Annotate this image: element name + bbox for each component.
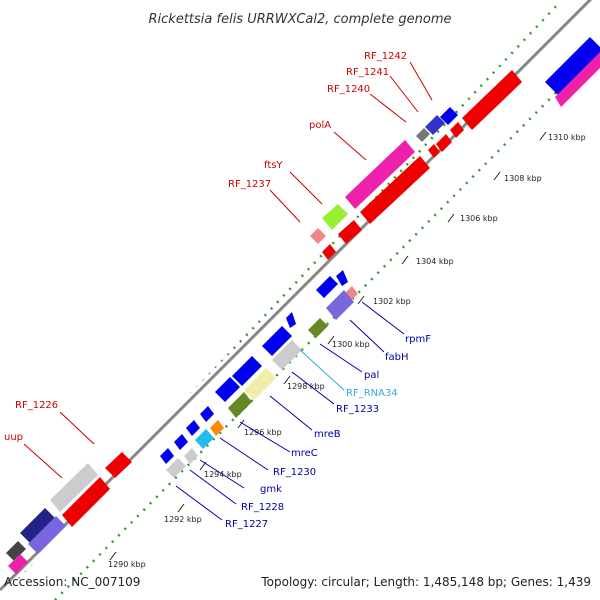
gene-label-ftsY[interactable]: ftsY bbox=[264, 160, 283, 171]
gene-label-rf1227[interactable]: RF_1227 bbox=[225, 519, 268, 530]
accession-text: Accession: NC_007109 bbox=[4, 575, 140, 589]
gene-block[interactable] bbox=[310, 228, 326, 244]
gene-block[interactable] bbox=[336, 270, 348, 286]
gene-block[interactable] bbox=[450, 122, 464, 138]
tick-label-1304: 1304 kbp bbox=[416, 257, 454, 266]
gene-block[interactable] bbox=[272, 340, 302, 370]
gene-block[interactable] bbox=[184, 448, 198, 464]
gene-block[interactable] bbox=[50, 463, 98, 512]
tick-label-1310: 1310 kbp bbox=[548, 133, 586, 142]
gene-block[interactable] bbox=[545, 37, 600, 98]
gene-block[interactable] bbox=[326, 290, 354, 320]
gene-block[interactable] bbox=[338, 220, 362, 244]
gene-block[interactable] bbox=[174, 434, 188, 450]
gene-label-rf1240[interactable]: RF_1240 bbox=[327, 84, 370, 95]
gene-label-rf1230[interactable]: RF_1230 bbox=[273, 467, 316, 478]
gene-block[interactable] bbox=[28, 516, 66, 554]
gene-label-mreB[interactable]: mreB bbox=[314, 429, 341, 440]
tick-label-1298: 1298 kbp bbox=[287, 382, 325, 391]
tick-label-1300: 1300 kbp bbox=[332, 340, 370, 349]
tick-label-1306: 1306 kbp bbox=[460, 214, 498, 223]
gene-label-gmk[interactable]: gmk bbox=[260, 484, 282, 495]
gene-label-rf1226[interactable]: RF_1226 bbox=[15, 400, 58, 411]
gene-block[interactable] bbox=[166, 458, 186, 478]
gene-block[interactable] bbox=[428, 144, 440, 158]
gene-label-rf1237[interactable]: RF_1237 bbox=[228, 179, 271, 190]
gene-block[interactable] bbox=[215, 377, 240, 402]
reverse-strand-genes bbox=[8, 70, 522, 574]
gene-block[interactable] bbox=[345, 140, 415, 209]
gene-block[interactable] bbox=[228, 392, 252, 418]
gene-block[interactable] bbox=[200, 406, 214, 422]
topology-text: Topology: circular; Length: 1,485,148 bp… bbox=[260, 575, 591, 589]
gene-label-uup[interactable]: uup bbox=[4, 432, 23, 443]
inner-dotted-guide bbox=[54, 47, 600, 600]
leader-lines-blue bbox=[175, 301, 405, 521]
gene-block[interactable] bbox=[210, 420, 224, 436]
map-title: Rickettsia felis URRWXCal2, complete gen… bbox=[149, 12, 452, 27]
gene-label-rf1242[interactable]: RF_1242 bbox=[364, 51, 407, 62]
gene-block[interactable] bbox=[195, 429, 214, 449]
gene-block[interactable] bbox=[440, 107, 458, 125]
gene-block[interactable] bbox=[62, 477, 110, 527]
gene-block[interactable] bbox=[244, 368, 276, 400]
tick-label-1308: 1308 kbp bbox=[504, 174, 542, 183]
gene-label-rf1241[interactable]: RF_1241 bbox=[346, 67, 389, 78]
gene-block[interactable] bbox=[286, 312, 296, 328]
tick-label-1290: 1290 kbp bbox=[108, 560, 146, 569]
gene-block[interactable] bbox=[316, 276, 338, 298]
gene-block[interactable] bbox=[6, 541, 26, 561]
gene-label-rf-rna34[interactable]: RF_RNA34 bbox=[346, 388, 398, 399]
gene-block[interactable] bbox=[8, 554, 28, 574]
gene-block[interactable] bbox=[555, 52, 600, 107]
gene-block[interactable] bbox=[232, 356, 262, 386]
gene-block[interactable] bbox=[360, 156, 430, 224]
gene-block[interactable] bbox=[186, 420, 200, 436]
gene-label-pal[interactable]: pal bbox=[364, 370, 379, 381]
gene-block[interactable] bbox=[416, 128, 430, 142]
gene-block[interactable] bbox=[322, 204, 348, 230]
gene-block[interactable] bbox=[436, 134, 452, 152]
gene-label-rf1233[interactable]: RF_1233 bbox=[336, 404, 379, 415]
gene-label-polA[interactable]: polA bbox=[309, 120, 331, 131]
gene-block[interactable] bbox=[262, 326, 292, 356]
gene-block[interactable] bbox=[425, 115, 445, 135]
leader-lines-red bbox=[23, 61, 433, 479]
gene-block[interactable] bbox=[160, 448, 174, 464]
gene-block[interactable] bbox=[105, 452, 132, 478]
gene-label-fabH[interactable]: fabH bbox=[385, 352, 409, 363]
tick-label-1302: 1302 kbp bbox=[373, 297, 411, 306]
forward-strand-genes bbox=[6, 37, 600, 561]
tick-label-1296: 1296 kbp bbox=[244, 428, 282, 437]
gene-block[interactable] bbox=[462, 70, 522, 130]
leader-line-rna bbox=[299, 349, 345, 391]
tick-label-1292: 1292 kbp bbox=[164, 515, 202, 524]
gene-block[interactable] bbox=[308, 318, 328, 338]
gene-label-rpmF[interactable]: rpmF bbox=[405, 334, 431, 345]
gene-label-mreC[interactable]: mreC bbox=[291, 448, 318, 459]
tick-marks bbox=[109, 131, 547, 561]
gene-label-rf1228[interactable]: RF_1228 bbox=[241, 502, 284, 513]
gene-block[interactable] bbox=[322, 244, 336, 260]
gene-block[interactable] bbox=[20, 508, 55, 543]
